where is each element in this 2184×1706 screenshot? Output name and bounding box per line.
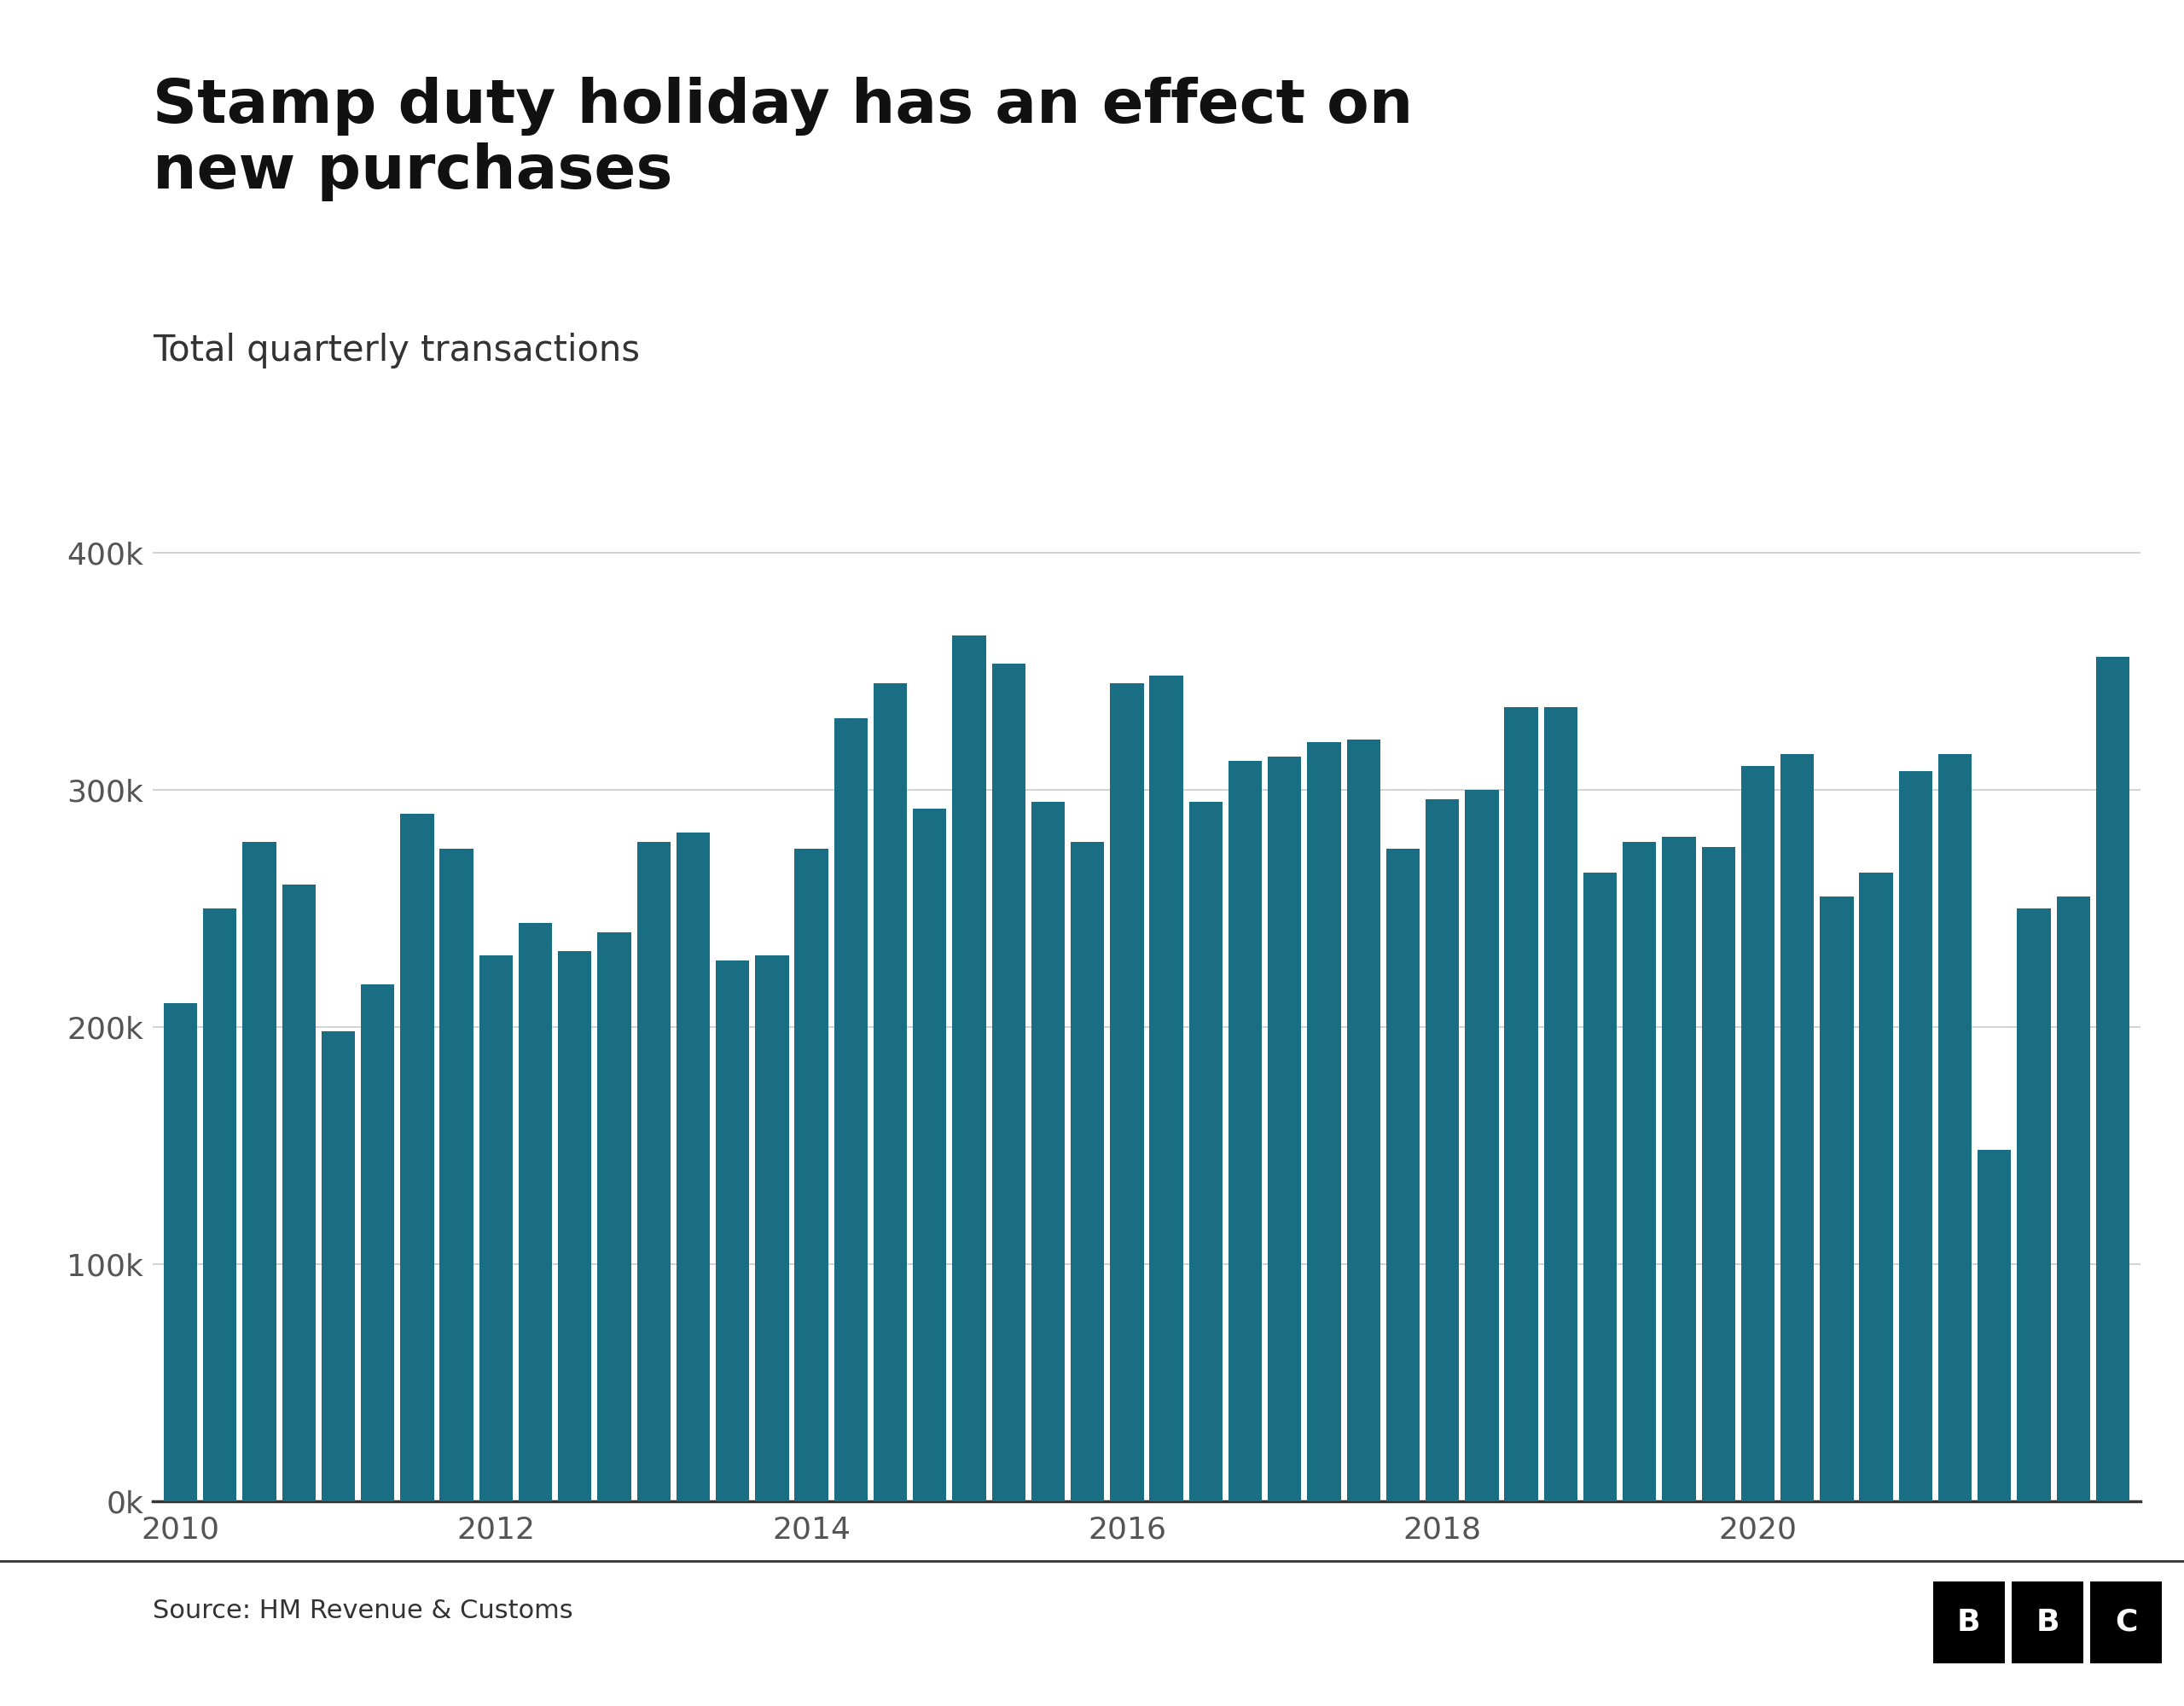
Bar: [1505, 706, 1538, 1501]
Bar: [360, 984, 395, 1501]
Bar: [1387, 850, 1420, 1501]
Bar: [1701, 846, 1734, 1501]
Bar: [518, 923, 553, 1501]
Bar: [1348, 740, 1380, 1501]
Bar: [1741, 766, 1776, 1501]
Bar: [2018, 908, 2051, 1501]
Bar: [2057, 896, 2090, 1501]
Bar: [439, 850, 474, 1501]
Bar: [1819, 896, 1854, 1501]
Bar: [203, 908, 236, 1501]
Bar: [1109, 682, 1144, 1501]
Bar: [321, 1032, 356, 1501]
Bar: [874, 682, 906, 1501]
Bar: [756, 955, 788, 1501]
Bar: [242, 843, 275, 1501]
Bar: [1583, 873, 1616, 1501]
Bar: [1780, 754, 1815, 1501]
Bar: [992, 664, 1024, 1501]
Bar: [1070, 843, 1105, 1501]
Bar: [598, 931, 631, 1501]
Text: Stamp duty holiday has an effect on
new purchases: Stamp duty holiday has an effect on new …: [153, 77, 1413, 201]
Bar: [164, 1003, 197, 1501]
Bar: [952, 636, 985, 1501]
Bar: [1979, 1150, 2011, 1501]
Bar: [559, 950, 592, 1501]
Bar: [1188, 802, 1223, 1501]
Bar: [2097, 657, 2129, 1501]
Bar: [638, 843, 670, 1501]
Bar: [1544, 706, 1577, 1501]
Bar: [795, 850, 828, 1501]
Bar: [1859, 873, 1894, 1501]
Text: B: B: [1957, 1607, 1981, 1638]
Text: Source: HM Revenue & Customs: Source: HM Revenue & Customs: [153, 1599, 572, 1624]
Bar: [716, 960, 749, 1501]
Bar: [1662, 838, 1695, 1501]
Bar: [1937, 754, 1972, 1501]
Bar: [1269, 756, 1302, 1501]
Bar: [1426, 798, 1459, 1501]
Bar: [677, 833, 710, 1501]
Bar: [913, 809, 946, 1501]
Text: C: C: [2114, 1607, 2138, 1638]
Bar: [1227, 761, 1262, 1501]
Bar: [834, 718, 867, 1501]
Bar: [1308, 742, 1341, 1501]
Text: Total quarterly transactions: Total quarterly transactions: [153, 333, 640, 368]
Bar: [400, 814, 435, 1501]
Bar: [1465, 790, 1498, 1501]
Text: B: B: [2035, 1607, 2060, 1638]
Bar: [1149, 676, 1184, 1501]
Bar: [282, 885, 314, 1501]
Bar: [478, 955, 513, 1501]
Bar: [1898, 771, 1933, 1501]
Bar: [1031, 802, 1066, 1501]
Bar: [1623, 843, 1655, 1501]
